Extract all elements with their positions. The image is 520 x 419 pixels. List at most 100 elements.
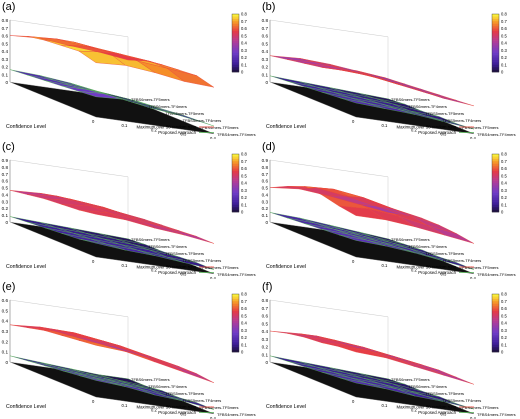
z-tick-label: 0.7 (262, 172, 269, 177)
colorbar-segment (232, 64, 239, 68)
z-tick-label: 0 (265, 220, 268, 225)
colorbar-tick-label: 0 (241, 70, 244, 75)
colorbar-tick-label: 0.1 (241, 342, 247, 347)
y-category-label: TFBS6mers-TF5mers (131, 237, 170, 242)
y-category-label: TFBS4mers-TF4mers (477, 132, 516, 137)
colorbar-segment (492, 33, 499, 37)
colorbar-segment (232, 204, 239, 208)
colorbar-tick-label: 0.2 (241, 195, 247, 200)
x-tick-label: 0.2 (151, 127, 157, 132)
colorbar-tick-label: 0.7 (241, 19, 247, 24)
z-tick-label: 0.7 (2, 172, 9, 177)
colorbar-segment (232, 69, 239, 73)
y-category-label: TFBS4mers-TF4mers (217, 132, 256, 137)
surface-patch (167, 396, 215, 410)
colorbar-segment (492, 204, 499, 208)
colorbar-segment (492, 185, 499, 189)
z-tick-label: 0.4 (262, 192, 269, 197)
z-tick-label: 0.5 (2, 186, 9, 191)
colorbar-segment (232, 173, 239, 177)
z-tick-label: 0.9 (2, 158, 9, 163)
z-tick-label: 0.2 (2, 339, 9, 344)
z-tick-label: 0.9 (262, 158, 269, 163)
colorbar-tick-label: 0.4 (501, 181, 507, 186)
x-axis-label: Confidence Level (266, 124, 306, 130)
x-tick-label: 0.4 (210, 276, 216, 279)
y-category-label: TFBS4mers-TF5mers (200, 405, 239, 410)
z-tick-label: 0.1 (2, 350, 9, 355)
colorbar-tick-label: 0.3 (501, 48, 507, 53)
colorbar-segment (232, 192, 239, 196)
surface-proposed (9, 216, 215, 270)
colorbar-segment (492, 154, 499, 157)
colorbar-segment (492, 337, 499, 341)
z-tick-label: 0.5 (2, 41, 9, 46)
colorbar-segment (232, 185, 239, 189)
colorbar-segment (232, 18, 239, 22)
y-category-label: TFBS4mers-TF4mers (217, 272, 256, 277)
surface-patch (427, 255, 475, 270)
z-tick-label: 0.8 (262, 298, 269, 303)
surface-maximum (9, 190, 215, 244)
z-tick-label: 0.2 (2, 206, 9, 211)
colorbar-tick-label: 0.5 (501, 33, 507, 38)
y-category-label: TFBS6mers-TF4mers (148, 104, 187, 109)
legend-label: Proposed Approach (158, 270, 196, 275)
y-category-label: TFBS4mers-TF5mers (460, 265, 499, 270)
x-tick-label: 0.4 (470, 416, 476, 419)
surface-plot-c: 00.10.20.30.40.50.60.70.80.900.10.20.30.… (2, 152, 256, 279)
x-tick-label: 0.2 (151, 407, 157, 412)
y-category-label: TFBS5mers-TF5mers (425, 391, 464, 396)
colorbar-segment (492, 301, 499, 304)
colorbar-segment (232, 47, 239, 51)
colorbar-segment (492, 313, 499, 317)
colorbar-segment (492, 349, 499, 353)
z-tick-label: 0.3 (262, 199, 269, 204)
colorbar-segment (232, 298, 239, 302)
surface-patch (167, 111, 215, 127)
colorbar-tick-label: 0.1 (501, 342, 507, 347)
colorbar-tick-label: 0.8 (241, 152, 247, 157)
colorbar-segment (492, 325, 499, 329)
z-tick-label: 0.6 (2, 298, 9, 303)
colorbar-tick-label: 0.1 (501, 202, 507, 207)
legend-label: Maximum over 50 random runs (137, 265, 196, 270)
colorbar-segment (492, 199, 499, 203)
z-tick-label: 0 (5, 360, 8, 365)
colorbar-segment (492, 330, 499, 333)
surface-patch (167, 363, 215, 383)
x-tick-label: 0.1 (122, 123, 128, 128)
colorbar-segment (232, 344, 239, 348)
colorbar-segment (232, 35, 239, 39)
colorbar-segment (492, 332, 499, 336)
y-category-label: TFBS5mers-TF4mers (183, 398, 222, 403)
z-tick-label: 0.1 (2, 213, 9, 218)
colorbar-segment (492, 69, 499, 73)
z-tick-label: 0.6 (2, 34, 9, 39)
z-tick-label: 0.6 (2, 179, 9, 184)
z-tick-label: 0.5 (2, 308, 9, 313)
surface-patch (427, 116, 475, 130)
y-category-label: TFBS6mers-TF5mers (391, 237, 430, 242)
colorbar-tick-label: 0.2 (241, 55, 247, 60)
colorbar-segment (492, 318, 499, 321)
colorbar-tick-label: 0.5 (501, 313, 507, 318)
colorbar-tick-label: 0.4 (241, 321, 247, 326)
colorbar: 0 0.1 0.2 0.3 0.4 0.5 0.6 0.7 0.8 (231, 292, 247, 355)
colorbar-tick-label: 0.2 (501, 335, 507, 340)
x-tick-label: 0 (92, 119, 95, 124)
colorbar-segment (232, 52, 239, 56)
colorbar-tick-label: 0.6 (501, 166, 507, 171)
colorbar-segment (492, 28, 499, 32)
colorbar-segment (492, 166, 499, 169)
x-tick-label: 0.1 (382, 263, 388, 268)
colorbar-tick-label: 0.1 (501, 62, 507, 67)
surface-patch (167, 227, 215, 244)
colorbar-segment (232, 306, 239, 309)
colorbar-tick-label: 0.8 (241, 292, 247, 297)
colorbar-segment (492, 320, 499, 324)
z-tick-label: 0.4 (2, 49, 9, 54)
y-category-label: TFBS5mers-TF5mers (425, 111, 464, 116)
surface-plot-f: 0 0.1 0.2 0.3 0.4 0.5 0.6 0.7 0.8 0 0.1 0.2 0.3 0.4 Co… (262, 292, 516, 419)
panel-label: (c) (2, 141, 15, 153)
